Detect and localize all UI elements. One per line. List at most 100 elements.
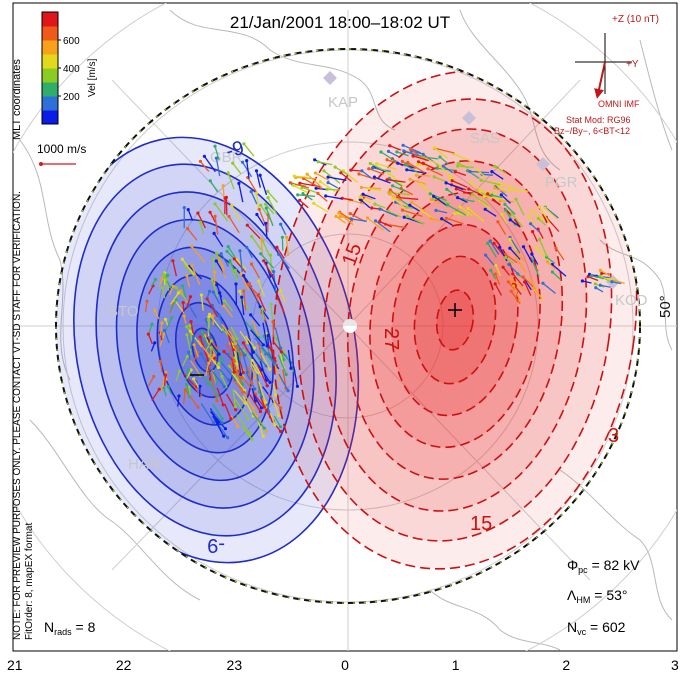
velocity-vector [235,341,247,357]
velocity-vector [500,212,508,224]
velocity-vector [405,214,425,225]
velocity-vector [253,394,263,410]
preview-note: NOTE: FOR PREVIEW PURPOSES ONLY. PLEASE … [12,191,23,640]
velocity-vector [365,216,384,231]
velocity-vector [162,386,167,397]
velocity-vector [273,341,283,354]
velocity-vector [227,214,240,234]
velocity-vector [508,237,517,252]
velocity-vector [218,368,231,382]
velocity-vector [153,308,160,320]
velocity-vector [339,171,352,183]
velocity-vector [144,299,149,313]
velocity-vector [434,208,448,214]
velocity-vector [187,385,192,396]
velocity-vector [185,333,192,355]
velocity-vector [206,318,211,333]
velocity-vector [146,332,154,345]
velocity-vector [337,211,354,226]
contour-label-neg-bottom: -9 [207,534,225,556]
velocity-vector [223,196,227,215]
velocity-vector [287,349,293,370]
velocity-vector [150,277,158,287]
velocity-vector [511,272,524,287]
velocity-vector [550,270,562,281]
velocity-vector [326,175,347,181]
velocity-vector [298,198,309,209]
mlt-tick-label: 23 [227,657,243,673]
velocity-vector [236,352,243,376]
velocity-vector [406,160,425,174]
velocity-vector [212,403,224,421]
velocity-vector [510,212,524,228]
velocity-vector [268,253,273,273]
velocity-vector [190,263,201,286]
velocity-vector [273,415,283,429]
velocity-vector [264,206,274,227]
velocity-vector [296,193,316,198]
potential-extremes [190,303,462,376]
velocity-vector [326,181,339,189]
velocity-vector [174,285,187,301]
velocity-vector [359,185,381,190]
velocity-vector [162,272,168,282]
velocity-vector [589,274,605,280]
velocity-vector [334,214,346,224]
mlt-tick-label: 2 [562,657,570,673]
velocity-vector [256,279,266,297]
fit-order-note: FitOrder: 8, mapEX format [24,523,35,640]
velocity-vector [190,244,206,263]
velocity-vector [484,253,496,268]
velocity-vector [536,216,547,226]
velocity-vectors [144,142,625,441]
velocity-vector [445,203,467,216]
colorbar: 200 400 600 Vel [m/s] [41,11,98,125]
imf-model-line2: Bz−/By−, 6<BT<12 [554,126,630,136]
velocity-vector [432,146,449,159]
velocity-vector [240,295,245,316]
velocity-vector [594,286,604,293]
velocity-vector [301,192,313,201]
velocity-vector [475,167,487,179]
velocity-vector [264,202,275,215]
velocity-vector [504,255,514,265]
velocity-vector [316,191,328,202]
contour-label-neg-top: -9 [224,137,247,163]
velocity-vector [501,265,511,276]
velocity-vector [277,252,291,269]
velocity-vector [254,169,261,188]
velocity-vector [511,284,522,303]
velocity-vector [387,176,403,187]
velocity-vector [209,368,226,389]
velocity-vector [205,339,213,352]
velocity-vector [158,276,164,287]
velocity-vector [181,355,189,367]
velocity-vector [598,283,611,288]
velocity-vector [312,201,328,213]
velocity-vector [232,378,246,394]
velocity-vector [232,257,247,273]
velocity-vector [515,250,526,263]
velocity-vector [367,186,382,192]
velocity-vector [218,291,224,306]
velocity-vector [530,209,545,221]
velocity-vector [503,252,518,264]
velocity-vector [200,330,209,345]
velocity-vector [211,290,221,305]
velocity-vector [250,358,263,377]
velocity-vector [206,353,216,366]
velocity-vector [438,155,449,165]
velocity-vector [206,337,221,356]
velocity-vector [247,391,263,414]
velocity-vector [159,321,164,336]
imf-vector [594,61,606,99]
velocity-vector [250,364,257,380]
velocity-vector [486,241,497,258]
contour-labels: -9 -9 15 27 15 3 [207,137,619,556]
velocity-vector [238,249,243,273]
station-kap: KAP [328,94,358,111]
velocity-vector [386,149,399,158]
velocity-vector [523,280,532,296]
velocity-vector [250,329,265,347]
velocity-vector [489,268,497,280]
